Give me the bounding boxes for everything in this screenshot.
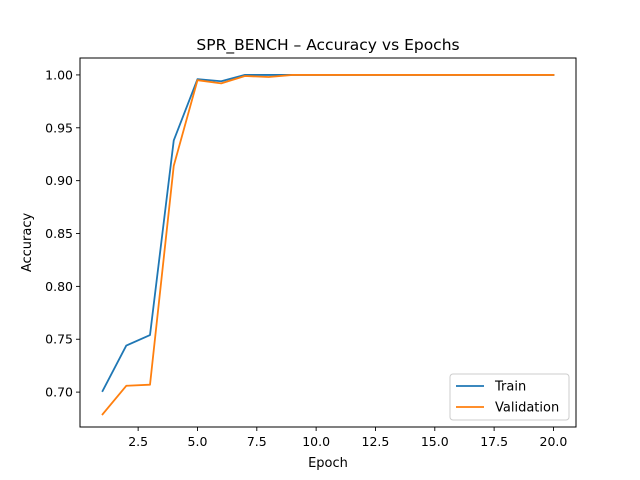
y-tick-label: 0.90 [45, 173, 73, 188]
x-tick-label: 12.5 [362, 434, 390, 449]
series-line-validation [101, 74, 555, 416]
y-tick-label: 0.75 [45, 332, 73, 347]
plot-frame [79, 57, 577, 428]
y-axis-label: Accuracy [20, 213, 35, 273]
x-tick-label: 17.5 [480, 434, 508, 449]
y-tick-label: 1.00 [45, 67, 73, 82]
y-axis-ticks: 0.70 0.75 0.80 0.85 0.90 0.95 1.00 [45, 67, 80, 400]
plot-background [80, 58, 576, 427]
x-tick-label: 5.0 [188, 434, 208, 449]
legend: Train Validation [449, 373, 570, 421]
x-axis-label: Epoch [308, 456, 348, 471]
series-layer [101, 74, 555, 416]
x-tick-label: 20.0 [540, 434, 568, 449]
y-tick-label: 0.95 [45, 120, 73, 135]
y-tick-label: 0.80 [45, 279, 73, 294]
plot-area [79, 57, 577, 428]
x-axis-ticks: 2.5 5.0 7.5 10.0 12.5 15.0 17.5 20.0 [128, 427, 567, 449]
chart-title: SPR_BENCH – Accuracy vs Epochs [196, 36, 459, 55]
y-tick-label: 0.70 [45, 385, 73, 400]
legend-label-validation: Validation [495, 401, 559, 416]
legend-label-train: Train [494, 380, 526, 395]
x-tick-label: 15.0 [421, 434, 449, 449]
x-tick-label: 7.5 [247, 434, 267, 449]
x-tick-label: 10.0 [302, 434, 330, 449]
x-tick-label: 2.5 [128, 434, 148, 449]
y-tick-label: 0.85 [45, 226, 73, 241]
